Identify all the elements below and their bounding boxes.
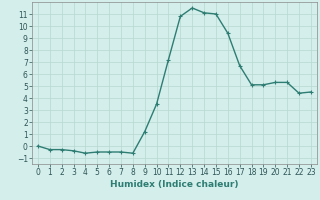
X-axis label: Humidex (Indice chaleur): Humidex (Indice chaleur) — [110, 180, 239, 189]
